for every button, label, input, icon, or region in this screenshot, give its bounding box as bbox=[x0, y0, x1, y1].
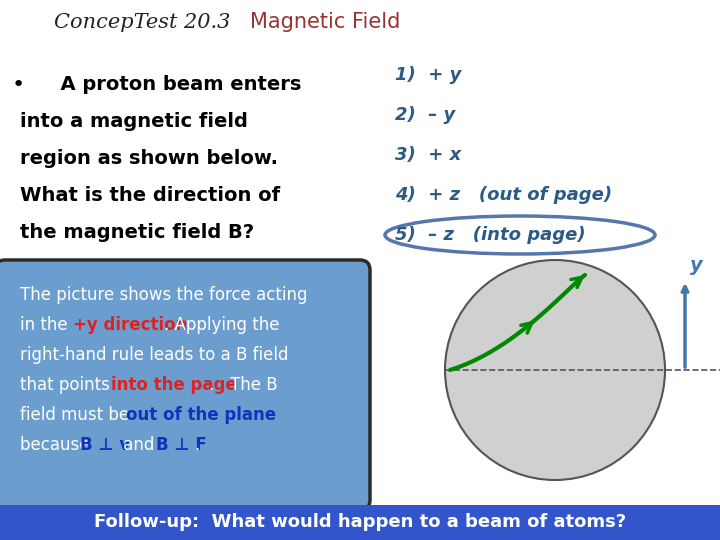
Text: 4)  + z   (out of page): 4) + z (out of page) bbox=[395, 186, 612, 204]
FancyBboxPatch shape bbox=[0, 505, 720, 540]
Text: and: and bbox=[118, 436, 160, 454]
Text: A proton beam enters: A proton beam enters bbox=[20, 75, 302, 94]
Text: into the page: into the page bbox=[111, 376, 236, 394]
Circle shape bbox=[445, 260, 665, 480]
Text: the magnetic field B?: the magnetic field B? bbox=[20, 223, 254, 242]
Text: y: y bbox=[690, 256, 703, 275]
Text: field must be: field must be bbox=[20, 406, 135, 424]
Text: 3)  + x: 3) + x bbox=[395, 146, 462, 164]
Text: ConcepTest 20.3: ConcepTest 20.3 bbox=[53, 12, 230, 31]
Text: What is the direction of: What is the direction of bbox=[20, 186, 280, 205]
Text: into a magnetic field: into a magnetic field bbox=[20, 112, 248, 131]
Text: 1)  + y: 1) + y bbox=[395, 66, 462, 84]
FancyBboxPatch shape bbox=[0, 260, 370, 510]
Text: B ⊥ v: B ⊥ v bbox=[81, 436, 131, 454]
Text: The picture shows the force acting: The picture shows the force acting bbox=[20, 286, 307, 304]
Text: 5)  – z   (into page): 5) – z (into page) bbox=[395, 226, 585, 244]
Text: in the: in the bbox=[20, 316, 73, 334]
Text: that points: that points bbox=[20, 376, 115, 394]
Text: because: because bbox=[20, 436, 95, 454]
Text: Follow-up:  What would happen to a beam of atoms?: Follow-up: What would happen to a beam o… bbox=[94, 513, 626, 531]
Text: out of the plane: out of the plane bbox=[126, 406, 276, 424]
Text: right-hand rule leads to a B field: right-hand rule leads to a B field bbox=[20, 346, 289, 364]
Text: •: • bbox=[12, 75, 25, 95]
Text: region as shown below.: region as shown below. bbox=[20, 149, 278, 168]
Text: 2)  – y: 2) – y bbox=[395, 106, 455, 124]
Text: .: . bbox=[194, 436, 199, 454]
Text: . Applying the: . Applying the bbox=[163, 316, 279, 334]
Text: B ⊥ F: B ⊥ F bbox=[156, 436, 207, 454]
Text: .   The B: . The B bbox=[209, 376, 278, 394]
Text: +y direction: +y direction bbox=[73, 316, 187, 334]
Text: Magnetic Field: Magnetic Field bbox=[250, 12, 400, 32]
